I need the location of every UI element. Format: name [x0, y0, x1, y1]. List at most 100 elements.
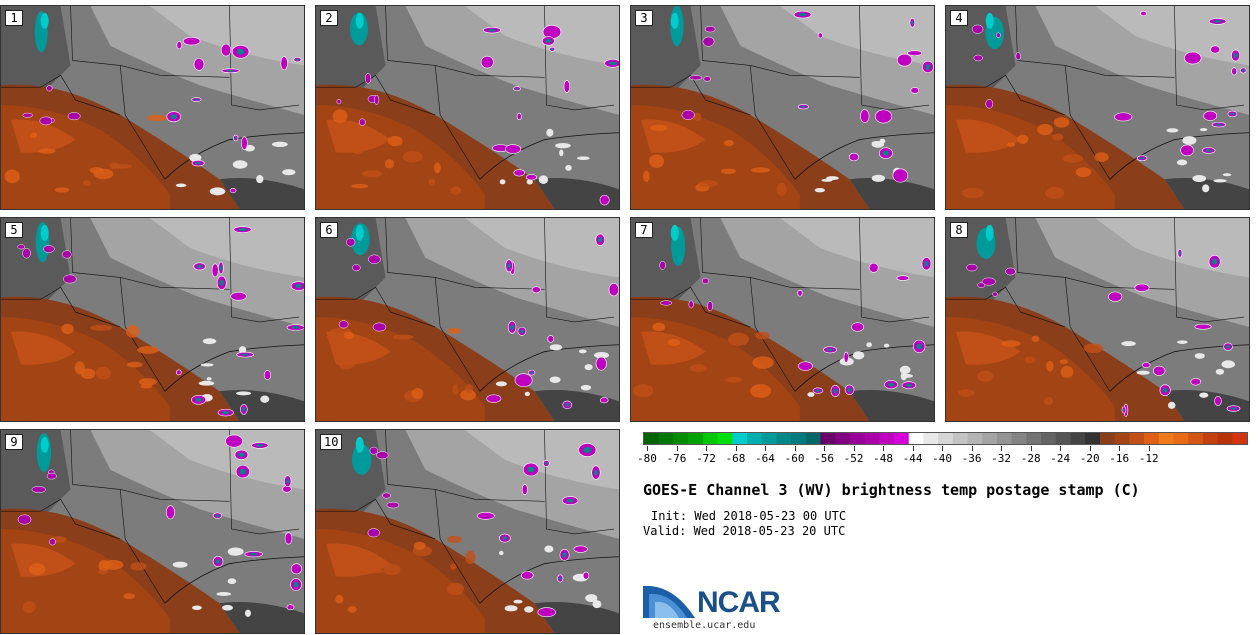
- border-line: [1, 498, 121, 540]
- convective-core: [1233, 53, 1238, 58]
- member-number-label: 3: [635, 10, 653, 26]
- convective-core: [256, 444, 264, 447]
- dry-field-lighter: [780, 6, 934, 66]
- gulf-dark: [534, 178, 619, 209]
- ncar-logo-icon: [643, 585, 695, 618]
- high-cloud-cell: [546, 128, 554, 137]
- cold-cloud-cell: [351, 444, 372, 475]
- convective-cell: [280, 56, 288, 71]
- cold-cloud-core: [40, 436, 49, 453]
- warm-cell: [428, 178, 436, 185]
- convective-cell: [1134, 283, 1150, 292]
- warm-cell: [652, 322, 666, 332]
- high-cloud-cell: [901, 374, 914, 378]
- convective-cell: [797, 289, 803, 297]
- convective-cell: [659, 261, 666, 270]
- colorbar-tick: [912, 446, 914, 451]
- high-cloud-cell: [852, 351, 865, 360]
- convective-cell: [582, 571, 590, 580]
- convective-cell: [910, 87, 920, 94]
- warm-cell: [93, 168, 114, 180]
- brightness-temp-map: [631, 218, 934, 421]
- convective-cell: [514, 373, 533, 388]
- convective-cell: [61, 250, 72, 259]
- border-line: [544, 430, 615, 535]
- warm-cell: [447, 327, 461, 334]
- colorbar-swatch: [1144, 433, 1160, 444]
- colorbar-tick: [883, 446, 885, 451]
- convective-core: [215, 514, 220, 517]
- convective-core: [242, 407, 246, 412]
- dry-field-lighter: [465, 6, 619, 66]
- colorbar-swatch: [688, 433, 704, 444]
- high-cloud-cell: [594, 351, 609, 359]
- colorbar-swatch: [1129, 433, 1145, 444]
- border-line: [434, 65, 481, 180]
- convective-cell: [985, 99, 994, 109]
- convective-core: [598, 237, 603, 243]
- convective-cell: [848, 152, 859, 162]
- warm-cell: [446, 582, 465, 596]
- warm-cell: [351, 184, 369, 189]
- convective-cell: [897, 53, 913, 67]
- convective-core: [194, 98, 199, 101]
- border-line: [1, 286, 121, 328]
- border-line: [1174, 218, 1245, 323]
- colorbar-tick-label: -56: [814, 452, 835, 465]
- chart-title: GOES-E Channel 3 (WV) brightness temp po…: [643, 481, 1140, 499]
- warm-cell: [698, 180, 718, 188]
- high-cloud-cell: [807, 392, 815, 397]
- convective-cell: [505, 144, 522, 154]
- dry-field-lighter: [150, 6, 304, 66]
- convective-cell: [681, 109, 695, 120]
- warm-cell: [1062, 154, 1083, 163]
- convective-cell: [1231, 67, 1238, 76]
- convective-core: [1230, 112, 1235, 116]
- colorbar-tick-label: -44: [902, 452, 923, 465]
- convective-cell: [476, 511, 495, 520]
- border-line: [229, 218, 300, 323]
- colorbar-tick-label: -48: [873, 452, 894, 465]
- convective-cell: [977, 282, 986, 288]
- high-cloud-cell: [585, 594, 598, 603]
- colorbar-swatch: [849, 433, 866, 444]
- colorbar-swatch: [1085, 433, 1101, 444]
- convective-core: [558, 576, 562, 581]
- gulf-dark: [849, 390, 934, 421]
- convective-cell: [22, 112, 33, 118]
- warm-cell: [644, 342, 661, 350]
- convective-cell: [702, 36, 715, 47]
- convective-core: [551, 48, 554, 51]
- high-cloud-cell: [222, 604, 233, 611]
- coastline: [479, 344, 619, 392]
- convective-cell: [608, 283, 619, 297]
- border-line: [1174, 6, 1245, 111]
- convective-core: [238, 228, 247, 231]
- high-cloud-cell: [549, 344, 563, 351]
- colorbar-swatch: [996, 433, 1013, 444]
- high-cloud-cell: [216, 592, 232, 596]
- colorbar-tick-label: -20: [1079, 452, 1100, 465]
- high-cloud-cell: [499, 179, 506, 185]
- convective-core: [219, 265, 223, 271]
- colorbar-swatch: [1041, 433, 1057, 444]
- gulf-dark: [534, 602, 619, 633]
- colorbar-tick: [1119, 446, 1121, 451]
- warm-cell: [1060, 366, 1074, 378]
- member-number-label: 2: [320, 10, 338, 26]
- brightness-temp-map: [316, 430, 619, 633]
- convective-cell: [907, 50, 923, 56]
- high-cloud-cell: [1222, 173, 1232, 177]
- high-cloud-cell: [526, 179, 533, 185]
- warm-cell: [97, 569, 109, 575]
- colorbar-swatch: [982, 433, 998, 444]
- colorbar-swatch: [1158, 433, 1174, 444]
- ensemble-member-panel: 10: [315, 429, 620, 634]
- warm-cell: [633, 384, 654, 398]
- convective-cell: [874, 109, 893, 124]
- convective-core: [241, 353, 250, 356]
- convective-cell: [22, 248, 31, 259]
- coastline: [479, 132, 619, 180]
- high-cloud-cell: [883, 343, 890, 348]
- high-cloud-cell: [555, 142, 571, 149]
